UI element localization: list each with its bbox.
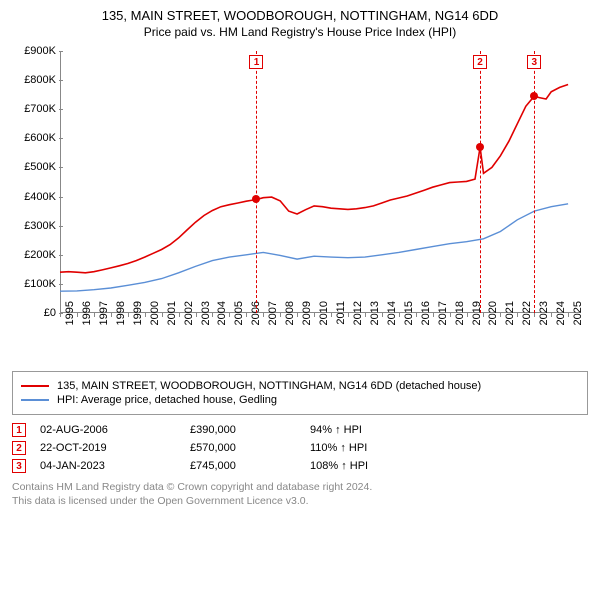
marker-vline — [256, 51, 257, 313]
series-hpi — [60, 204, 568, 291]
x-axis-label: 2025 — [572, 301, 600, 341]
y-axis-label: £500K — [12, 161, 56, 173]
y-axis-label: £0 — [12, 307, 56, 319]
footer: Contains HM Land Registry data © Crown c… — [12, 481, 588, 508]
y-axis-label: £400K — [12, 191, 56, 203]
sales-table: 1 02-AUG-2006£390,00094% ↑ HPI 2 22-OCT-201… — [12, 423, 588, 473]
marker-box: 1 — [249, 55, 263, 69]
sales-row: 3 04-JAN-2023£745,000108% ↑ HPI — [12, 459, 588, 473]
sales-date: 04-JAN-2023 — [40, 460, 190, 472]
legend-label-hpi: HPI: Average price, detached house, Gedl… — [57, 394, 277, 406]
sales-marker: 2 — [12, 441, 26, 455]
marker-vline — [480, 51, 481, 313]
footer-line2: This data is licensed under the Open Gov… — [12, 495, 588, 509]
footer-line1: Contains HM Land Registry data © Crown c… — [12, 481, 588, 495]
sales-hpi: 108% ↑ HPI — [310, 460, 430, 472]
title-block: 135, MAIN STREET, WOODBOROUGH, NOTTINGHA… — [12, 8, 588, 39]
sales-marker: 3 — [12, 459, 26, 473]
marker-box: 3 — [527, 55, 541, 69]
marker-box: 2 — [473, 55, 487, 69]
sales-date: 02-AUG-2006 — [40, 424, 190, 436]
sales-row: 2 22-OCT-2019£570,000110% ↑ HPI — [12, 441, 588, 455]
legend-swatch-hpi — [21, 399, 49, 401]
y-axis-label: £700K — [12, 103, 56, 115]
series-property — [60, 85, 568, 273]
sales-price: £745,000 — [190, 460, 310, 472]
marker-dot — [252, 195, 260, 203]
chart-area: £0 £100K £200K £300K £400K £500K £600K £700K £80… — [12, 45, 588, 365]
y-axis-label: £200K — [12, 249, 56, 261]
legend-label-property: 135, MAIN STREET, WOODBOROUGH, NOTTINGHA… — [57, 380, 481, 392]
chart-container: 135, MAIN STREET, WOODBOROUGH, NOTTINGHA… — [0, 0, 600, 516]
y-axis-label: £900K — [12, 45, 56, 57]
y-axis-label: £300K — [12, 220, 56, 232]
sales-hpi: 94% ↑ HPI — [310, 424, 430, 436]
y-axis-label: £800K — [12, 74, 56, 86]
marker-dot — [476, 143, 484, 151]
legend: 135, MAIN STREET, WOODBOROUGH, NOTTINGHA… — [12, 371, 588, 415]
y-axis-label: £100K — [12, 278, 56, 290]
legend-item-property: 135, MAIN STREET, WOODBOROUGH, NOTTINGHA… — [21, 380, 579, 392]
title-subtitle: Price paid vs. HM Land Registry's House … — [12, 25, 588, 39]
marker-vline — [534, 51, 535, 313]
sales-hpi: 110% ↑ HPI — [310, 442, 430, 454]
sales-date: 22-OCT-2019 — [40, 442, 190, 454]
legend-swatch-property — [21, 385, 49, 387]
sales-price: £570,000 — [190, 442, 310, 454]
marker-dot — [530, 92, 538, 100]
sales-marker: 1 — [12, 423, 26, 437]
title-address: 135, MAIN STREET, WOODBOROUGH, NOTTINGHA… — [12, 8, 588, 23]
sales-row: 1 02-AUG-2006£390,00094% ↑ HPI — [12, 423, 588, 437]
sales-price: £390,000 — [190, 424, 310, 436]
y-axis-label: £600K — [12, 132, 56, 144]
legend-item-hpi: HPI: Average price, detached house, Gedl… — [21, 394, 579, 406]
chart-svg — [60, 51, 580, 313]
